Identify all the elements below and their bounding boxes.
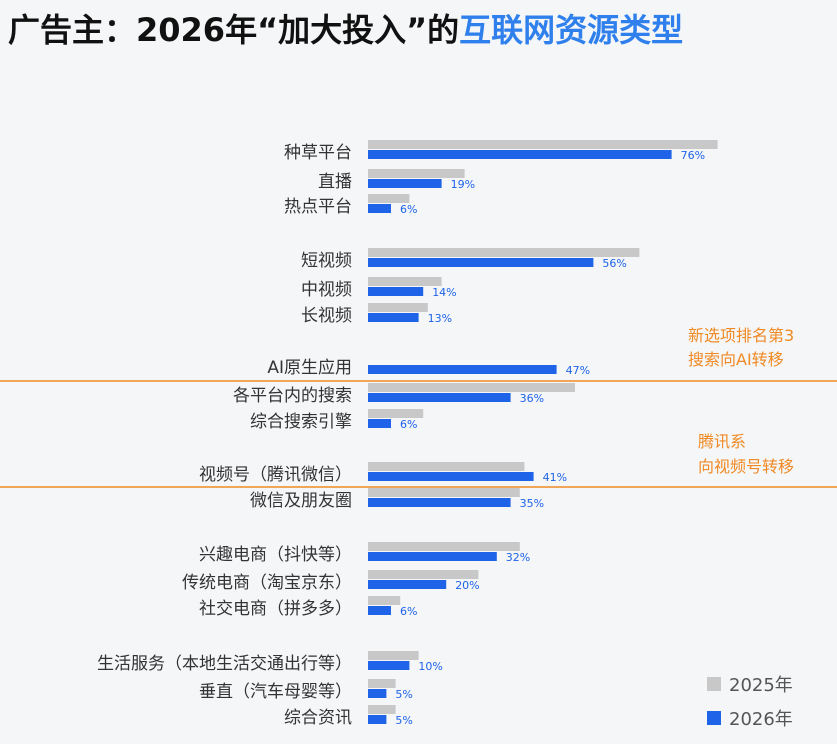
bar-2026 xyxy=(368,472,534,481)
category-label: 微信及朋友圈 xyxy=(250,491,352,511)
chart-title-prefix: 广告主：2026年“加大投入”的 xyxy=(8,11,460,49)
bar-2025 xyxy=(368,248,640,257)
category-label: 热点平台 xyxy=(284,197,352,217)
data-label-2026: 20% xyxy=(455,579,479,592)
data-label-2026: 10% xyxy=(418,660,442,673)
category-label: 兴趣电商（抖快等） xyxy=(199,545,352,565)
category-label: 视频号（腾讯微信） xyxy=(199,465,352,485)
bar-2025 xyxy=(368,462,525,471)
data-label-2026: 14% xyxy=(432,286,456,299)
data-label-2026: 32% xyxy=(506,551,530,564)
annotation-text: 向视频号转移 xyxy=(698,457,794,476)
data-label-2026: 5% xyxy=(395,688,412,701)
category-label: 长视频 xyxy=(301,306,352,326)
bar-2026 xyxy=(368,365,557,374)
bar-2026 xyxy=(368,661,410,670)
bar-2025 xyxy=(368,679,396,688)
bar-2025 xyxy=(368,169,465,178)
data-label-2026: 5% xyxy=(395,714,412,727)
bar-2026 xyxy=(368,715,387,724)
category-label: 种草平台 xyxy=(284,143,352,163)
annotation-text: 腾讯系 xyxy=(698,432,746,451)
data-label-2026: 36% xyxy=(520,392,544,405)
bar-2026 xyxy=(368,179,442,188)
data-label-2026: 6% xyxy=(400,605,417,618)
bar-2026 xyxy=(368,393,511,402)
bar-2025 xyxy=(368,542,520,551)
category-label: 综合搜索引擎 xyxy=(250,412,352,432)
data-label-2026: 56% xyxy=(602,257,626,270)
bar-2025 xyxy=(368,570,479,579)
legend-label-2026: 2026年 xyxy=(729,709,793,730)
bar-2026 xyxy=(368,287,424,296)
legend-label-2025: 2025年 xyxy=(729,675,793,696)
bar-2025 xyxy=(368,596,401,605)
bar-2025 xyxy=(368,488,520,497)
category-label: 各平台内的搜索 xyxy=(233,386,352,406)
annotation-text: 新选项排名第3 xyxy=(688,326,794,345)
bar-2025 xyxy=(368,194,410,203)
legend-swatch-2025 xyxy=(707,677,721,691)
bar-2025 xyxy=(368,705,396,714)
data-label-2026: 6% xyxy=(400,418,417,431)
bar-2025 xyxy=(368,303,428,312)
bar-2026 xyxy=(368,552,497,561)
bar-2026 xyxy=(368,419,391,428)
category-label: 社交电商（拼多多） xyxy=(199,599,352,619)
category-label: 短视频 xyxy=(301,251,352,271)
bar-2026 xyxy=(368,498,511,507)
bar-2026 xyxy=(368,606,391,615)
chart-title-highlight: 互联网资源类型 xyxy=(459,11,684,49)
category-label: 生活服务（本地生活交通出行等） xyxy=(97,654,352,674)
legend-swatch-2026 xyxy=(707,711,721,725)
category-label: 传统电商（淘宝京东） xyxy=(182,573,352,593)
bar-2026 xyxy=(368,580,447,589)
data-label-2026: 35% xyxy=(520,497,544,510)
data-label-2026: 13% xyxy=(428,312,452,325)
bar-2026 xyxy=(368,150,672,159)
bar-2026 xyxy=(368,258,594,267)
data-label-2026: 76% xyxy=(681,149,705,162)
category-label: AI原生应用 xyxy=(267,358,352,378)
category-label: 垂直（汽车母婴等） xyxy=(199,682,352,702)
bar-2025 xyxy=(368,409,424,418)
bar-2025 xyxy=(368,383,575,392)
chart-title: 广告主：2026年“加大投入”的互联网资源类型 xyxy=(8,6,833,54)
category-label: 直播 xyxy=(318,172,352,192)
annotation-text: 搜索向AI转移 xyxy=(688,350,784,369)
data-label-2026: 19% xyxy=(451,178,475,191)
bar-2026 xyxy=(368,204,391,213)
data-label-2026: 41% xyxy=(543,471,567,484)
category-label: 综合资讯 xyxy=(284,708,352,728)
bar-2026 xyxy=(368,313,419,322)
bar-2026 xyxy=(368,689,387,698)
bar-2025 xyxy=(368,277,442,286)
category-label: 中视频 xyxy=(301,280,352,300)
bar-2025 xyxy=(368,651,419,660)
data-label-2026: 6% xyxy=(400,203,417,216)
data-label-2026: 47% xyxy=(566,364,590,377)
bar-2025 xyxy=(368,140,718,149)
